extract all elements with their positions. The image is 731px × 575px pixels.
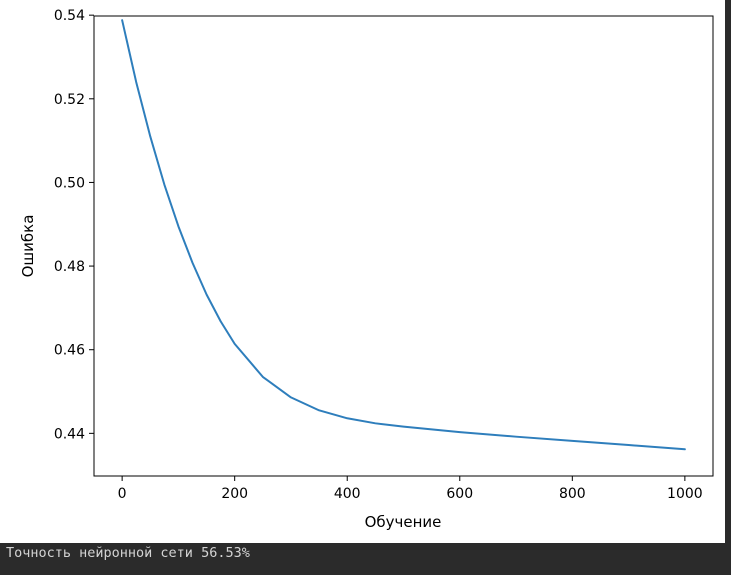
y-tick-label: 0.44 (54, 426, 85, 442)
x-tick-label: 200 (221, 486, 248, 502)
x-tick-label: 0 (118, 486, 127, 502)
y-tick-label: 0.54 (54, 8, 85, 24)
y-tick-label: 0.46 (54, 343, 85, 359)
frame-edge (725, 0, 731, 543)
x-tick-label: 1000 (667, 486, 703, 502)
x-tick-label: 600 (446, 486, 473, 502)
loss-chart: 0 200 400 600 800 1000 0.44 0.46 0.48 0.50 0.52 0.… (19, 8, 714, 531)
y-axis-label: Ошибка (19, 215, 37, 278)
x-axis-label: Обучение (365, 513, 442, 531)
y-tick-label: 0.50 (54, 175, 85, 191)
x-tick-label: 400 (334, 486, 361, 502)
y-tick-label: 0.52 (54, 92, 85, 108)
x-tick-label: 800 (559, 486, 586, 502)
axes-frame (93, 15, 714, 477)
y-tick-label: 0.48 (54, 259, 85, 275)
series-line-0 (121, 19, 686, 451)
accuracy-output-text: Точность нейронной сети 56.53% (6, 545, 250, 561)
chart-figure: 0 200 400 600 800 1000 0.44 0.46 0.48 0.50 0.52 0.… (0, 0, 725, 543)
